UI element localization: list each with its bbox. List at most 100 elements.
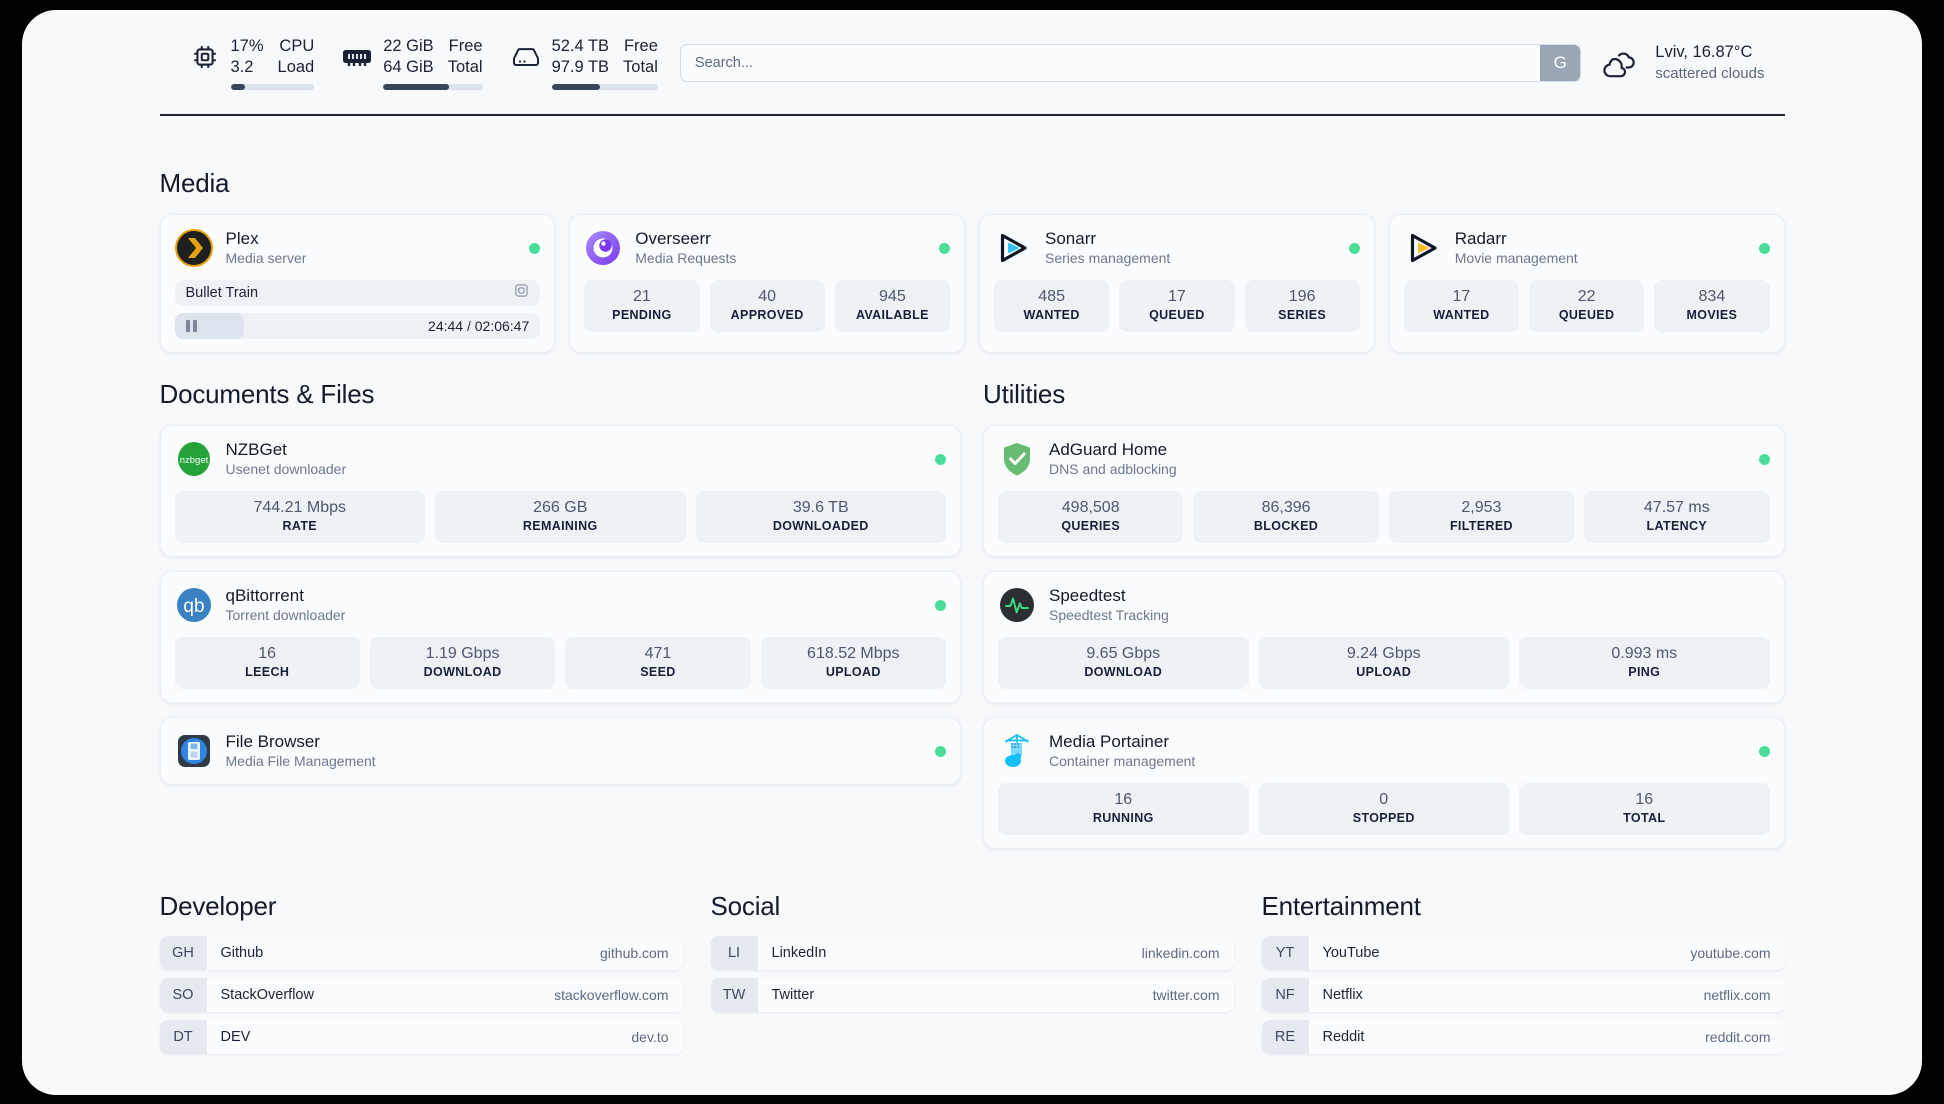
stat-chip: 266 GB REMAINING <box>435 491 686 543</box>
search-box[interactable]: G <box>679 44 1582 82</box>
bookmark-item[interactable]: GH Github github.com <box>159 936 683 970</box>
stat-chip-value: 1.19 Gbps <box>425 645 500 662</box>
system-stats: 17% 3.2 CPU Load 22 GiB 64 GiB Free Total 52.4 T… <box>160 36 658 90</box>
stat-chip-value: 471 <box>644 645 672 662</box>
bookmark-item[interactable]: SO StackOverflow stackoverflow.com <box>159 978 683 1012</box>
stat-chip: 471 SEED <box>565 637 751 689</box>
service-card[interactable]: Plex Media server Bullet Train 24:44 / 02:0… <box>159 214 556 353</box>
stat-progress-bar <box>551 84 658 90</box>
service-card[interactable]: Overseerr Media Requests 21 PENDING 40 APPROV… <box>569 214 965 353</box>
bookmark-url: reddit.com <box>1705 1029 1771 1045</box>
stat-chip: 498,508 QUERIES <box>998 491 1184 543</box>
stat-chip: 17 WANTED <box>1403 280 1519 332</box>
service-card[interactable]: qb qBittorrent Torrent downloader 16 LEECH 1.… <box>159 571 961 703</box>
utilities-column: Utilities AdGuard Home DNS and adblocking… <box>983 379 1785 849</box>
stat-chip-value: 40 <box>758 288 777 305</box>
now-playing-bar[interactable]: Bullet Train <box>174 280 541 306</box>
stat-value-bottom: 97.9 TB <box>551 58 610 76</box>
bookmark-badge: NF <box>1261 978 1309 1012</box>
bookmark-item[interactable]: YT YouTube youtube.com <box>1261 936 1785 970</box>
status-badge <box>529 242 541 254</box>
stat-values: 22 GiB 64 GiB <box>383 36 433 78</box>
card-header: Radarr Movie management <box>1404 228 1770 268</box>
ram-stick-icon <box>342 40 372 74</box>
card-title: Plex <box>225 229 259 248</box>
stat-label-top: Free <box>623 37 658 55</box>
card-title: AdGuard Home <box>1049 440 1168 459</box>
bookmark-badge: GH <box>159 936 207 970</box>
stat-value-top: 17% <box>230 37 264 55</box>
section-title-media: Media <box>159 168 230 198</box>
bookmark-item[interactable]: TW Twitter twitter.com <box>710 978 1234 1012</box>
svg-text:nzbget: nzbget <box>179 455 208 466</box>
card-subtitle: Series management <box>1045 250 1171 266</box>
bookmark-group: Social LI LinkedIn linkedin.com TW Twitter twi… <box>710 891 1234 1054</box>
service-card[interactable]: nzbget NZBGet Usenet downloader 744.21 Mbps… <box>159 425 961 557</box>
stat-chip: 40 APPROVED <box>709 280 825 332</box>
stat-chip-value: 266 GB <box>533 499 588 516</box>
stat-value-top: 52.4 TB <box>551 37 610 55</box>
header-bar: 17% 3.2 CPU Load 22 GiB 64 GiB Free Total 52.4 T… <box>160 10 1785 90</box>
stat-chip-value: 945 <box>879 288 906 305</box>
bookmark-badge: TW <box>710 978 758 1012</box>
stat-chip-value: 17 <box>1167 288 1186 305</box>
search-input[interactable] <box>680 45 1541 81</box>
search-submit-button[interactable]: G <box>1540 45 1581 81</box>
stat-chip-label: TOTAL <box>1623 811 1666 825</box>
service-card[interactable]: Radarr Movie management 17 WANTED 22 QUEUED 83… <box>1388 214 1785 353</box>
stat-chip-label: WANTED <box>1023 308 1080 322</box>
card-stats-row: 744.21 Mbps RATE 266 GB REMAINING 39.6 TB DOW… <box>174 491 946 543</box>
service-card[interactable]: AdGuard Home DNS and adblocking 498,508 QUE… <box>983 425 1785 557</box>
page-content: Media Plex Media server Bullet Train 24:44 … <box>159 116 1785 1054</box>
card-subtitle: Speedtest Tracking <box>1049 607 1169 623</box>
service-card[interactable]: Sonarr Series management 485 WANTED 17 QUEUED… <box>979 214 1375 353</box>
radarr-icon <box>1404 229 1442 267</box>
stat-chip: 86,396 BLOCKED <box>1193 491 1379 543</box>
bookmark-name: Github <box>220 945 264 961</box>
bookmark-item[interactable]: LI LinkedIn linkedin.com <box>710 936 1234 970</box>
svg-text:qb: qb <box>183 596 204 617</box>
stat-chip-value: 498,508 <box>1061 499 1120 516</box>
playback-progress-bar[interactable]: 24:44 / 02:06:47 <box>174 313 541 339</box>
stat-chip: 485 WANTED <box>994 280 1110 332</box>
stat-chip-value: 16 <box>1635 791 1654 808</box>
weather-location-temp: Lviv, 16.87°C <box>1655 43 1753 61</box>
cast-icon <box>514 283 529 303</box>
stat-chip-value: 22 <box>1577 288 1596 305</box>
bookmark-group-title: Entertainment <box>1261 891 1421 921</box>
card-title: Speedtest <box>1049 586 1126 605</box>
bookmark-list: LI LinkedIn linkedin.com TW Twitter twitter.c… <box>710 936 1234 1012</box>
card-header: nzbget NZBGet Usenet downloader <box>175 439 946 479</box>
service-card[interactable]: Speedtest Speedtest Tracking 9.65 Gbps DOWN… <box>983 571 1785 703</box>
service-card[interactable]: Media Portainer Container management 16 RUN… <box>983 717 1785 849</box>
status-badge <box>935 453 946 465</box>
stat-progress-bar <box>383 84 483 90</box>
stat-chip-label: AVAILABLE <box>855 308 929 322</box>
stat-chip: 2,953 FILTERED <box>1388 491 1575 543</box>
bookmark-item[interactable]: NF Netflix netflix.com <box>1261 978 1785 1012</box>
card-subtitle: Media File Management <box>225 753 376 769</box>
bookmark-item[interactable]: DT DEV dev.to <box>159 1020 683 1054</box>
stat-chip: 16 TOTAL <box>1519 783 1770 835</box>
pause-icon[interactable] <box>185 320 197 332</box>
stat-chip: 39.6 TB DOWNLOADED <box>695 491 946 543</box>
stat-chip-value: 618.52 Mbps <box>807 645 900 662</box>
adguard-icon <box>998 440 1036 478</box>
stat-chip: 16 LEECH <box>174 637 360 689</box>
card-header: Sonarr Series management <box>994 228 1360 268</box>
search-area: G <box>658 44 1603 82</box>
stat-chip-value: 744.21 Mbps <box>253 499 346 516</box>
stat-chip-label: FILTERED <box>1449 519 1513 533</box>
stat-chip-label: QUEUED <box>1149 308 1205 322</box>
bookmark-url: stackoverflow.com <box>554 987 669 1003</box>
card-title: NZBGet <box>225 440 287 459</box>
stat-label-top: Free <box>448 37 483 55</box>
service-card[interactable]: File Browser Media File Management <box>159 717 961 785</box>
stat-chip-label: LEECH <box>245 665 290 679</box>
stat-chip-value: 39.6 TB <box>792 499 849 516</box>
speedtest-icon <box>998 586 1036 624</box>
bookmark-item[interactable]: RE Reddit reddit.com <box>1261 1020 1785 1054</box>
stat-chip-value: 0 <box>1379 791 1389 808</box>
stat-chip: 47.57 ms LATENCY <box>1584 491 1770 543</box>
stat-chip-value: 16 <box>258 645 277 662</box>
